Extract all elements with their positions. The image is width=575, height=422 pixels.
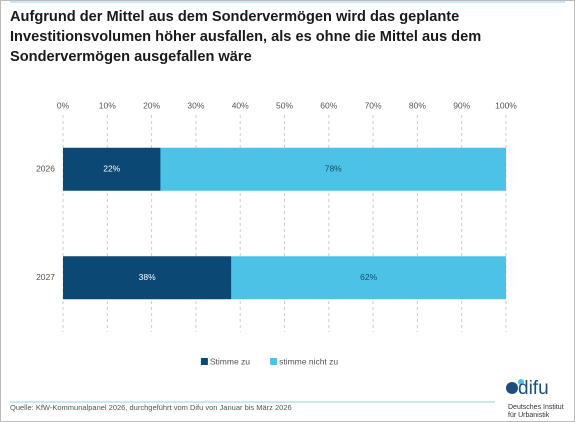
source: Quelle: KfW-Kommunalpanel 2026, durchgef… <box>10 403 292 412</box>
y-tick-label: 2026 <box>36 164 55 174</box>
x-tick-label: 50% <box>276 100 293 110</box>
data-label: 78% <box>325 164 342 174</box>
logo-line: Deutsches Institut <box>508 404 564 411</box>
x-tick-label: 90% <box>453 100 470 110</box>
logo-name: difu <box>518 378 549 399</box>
bar <box>160 147 506 191</box>
chart-title: Aufgrund der Mittel aus dem Sondervermög… <box>10 9 482 65</box>
x-tick-label: 20% <box>143 100 160 110</box>
x-tick-label: 60% <box>320 100 337 110</box>
x-tick-label: 0% <box>57 100 70 110</box>
logo-dot <box>506 382 518 394</box>
x-tick-label: 10% <box>99 100 116 110</box>
x-tick-label: 30% <box>187 100 204 110</box>
data-label: 22% <box>103 164 120 174</box>
legend-label: stimme nicht zu <box>279 356 338 366</box>
y-tick-label: 2027 <box>36 272 55 282</box>
x-tick-label: 80% <box>409 100 426 110</box>
legend-swatch <box>270 358 278 365</box>
data-label: 62% <box>360 272 377 282</box>
legend-swatch <box>200 358 208 365</box>
x-tick-label: 100% <box>495 100 517 110</box>
bar <box>63 256 232 300</box>
logo-line: für Urbanistik <box>508 412 550 419</box>
data-label: 38% <box>139 272 156 282</box>
x-tick-label: 40% <box>232 100 249 110</box>
bar <box>63 147 161 191</box>
legend-label: Stimme zu <box>210 356 250 366</box>
bar <box>231 256 506 300</box>
x-tick-label: 70% <box>365 100 382 110</box>
logo-dot <box>518 379 524 385</box>
